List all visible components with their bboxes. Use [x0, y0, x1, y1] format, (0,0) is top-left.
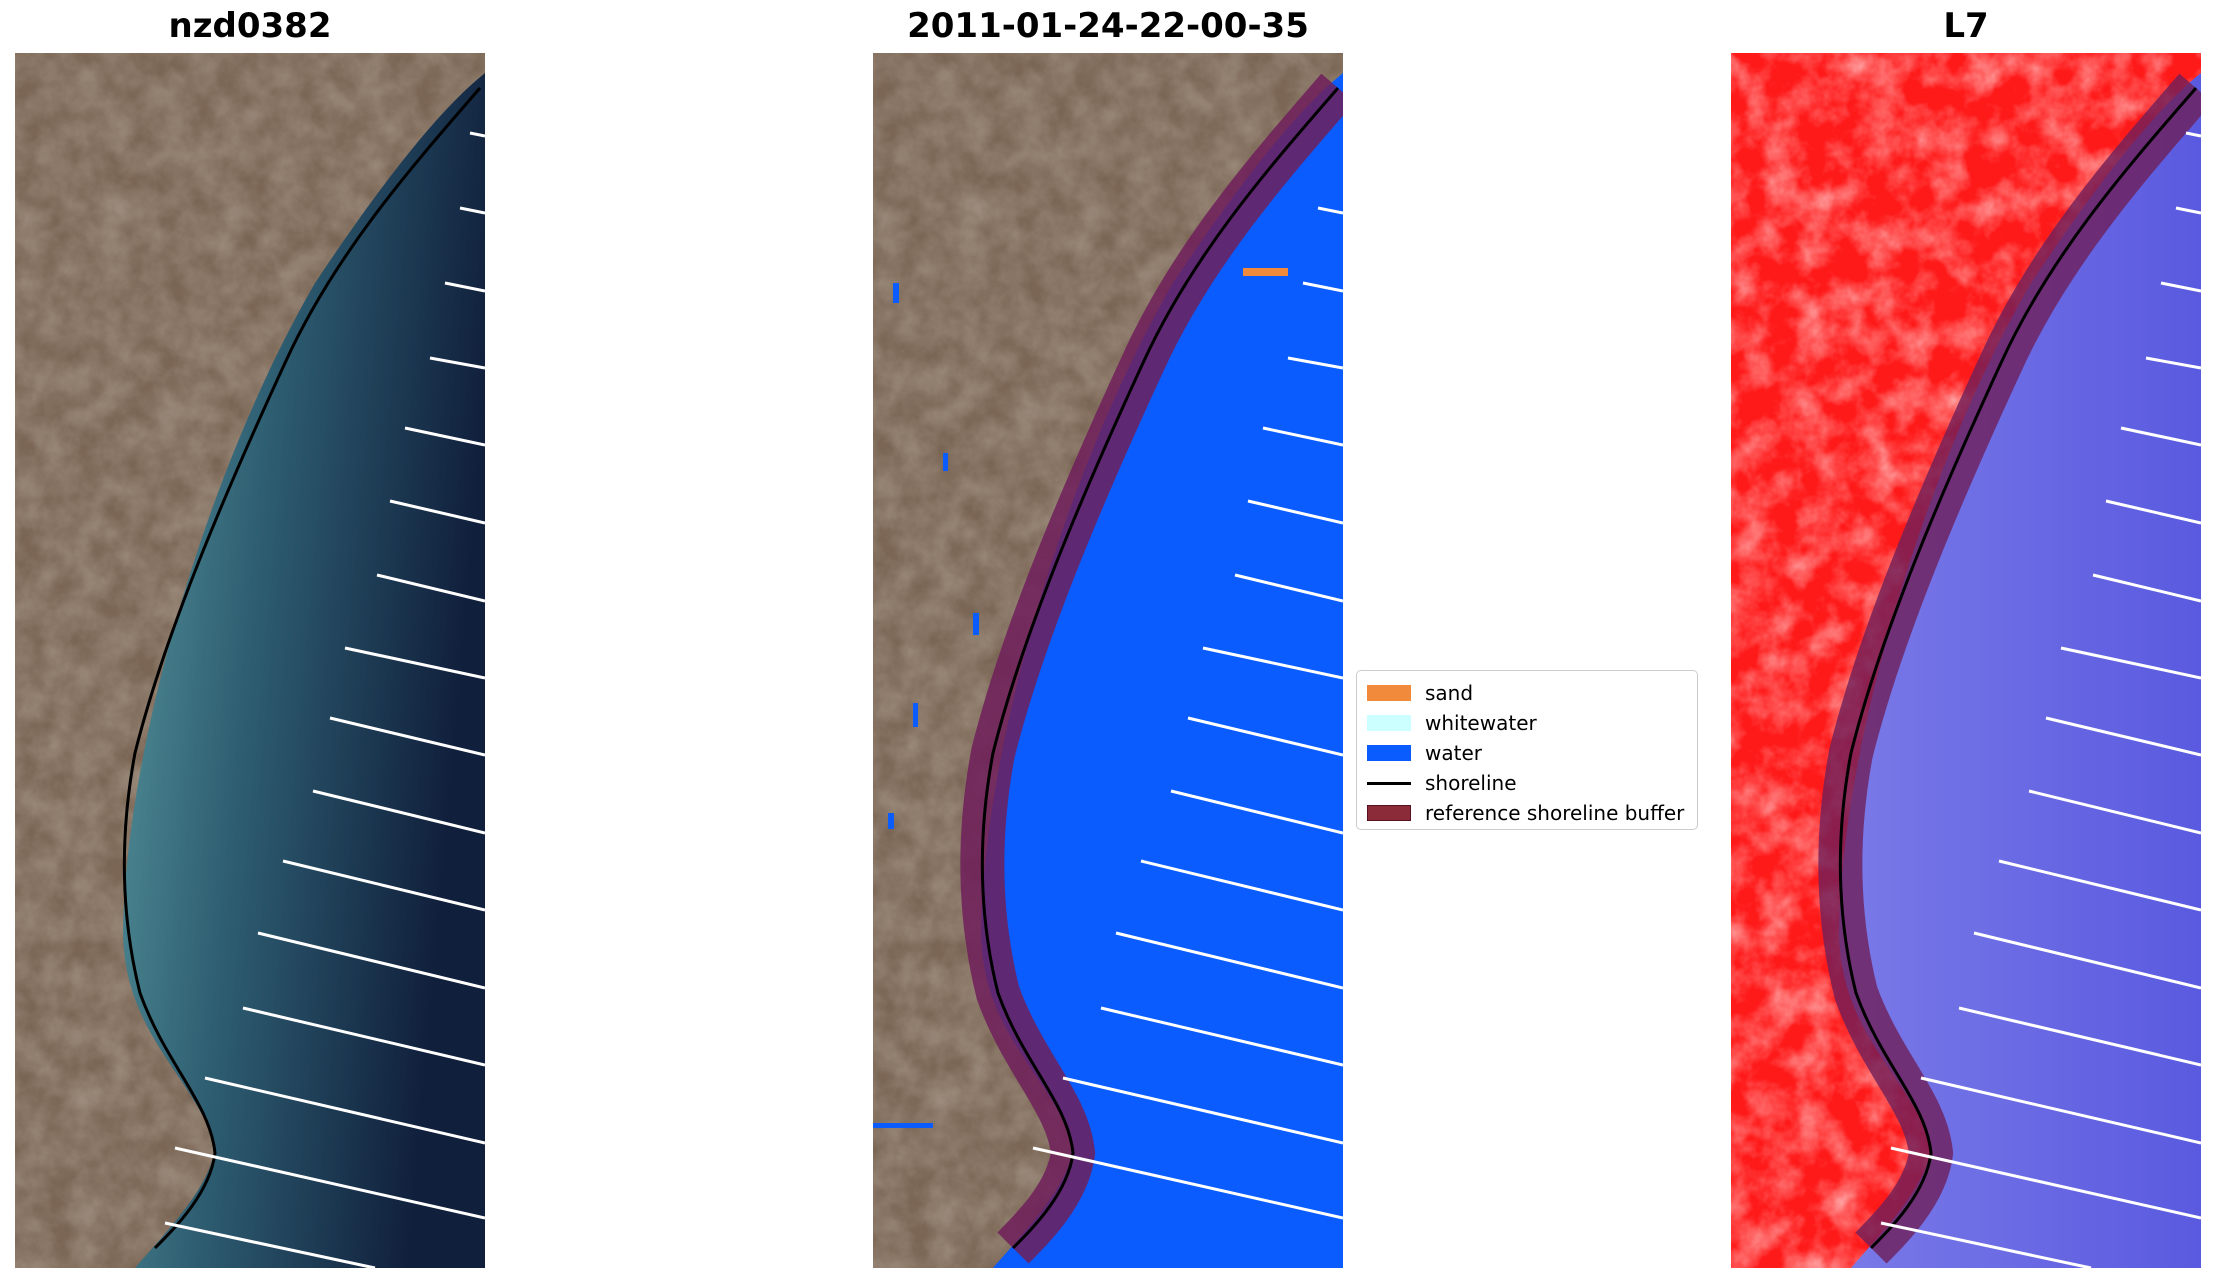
legend-label: water: [1425, 741, 1482, 765]
legend-label: reference shoreline buffer: [1425, 801, 1685, 825]
rgb-image-panel: [15, 53, 485, 1268]
panel-title-classified: 2011-01-24-22-00-35: [907, 6, 1309, 46]
legend: sand whitewater water shoreline referenc…: [1356, 670, 1698, 830]
legend-swatch-buffer: [1367, 805, 1411, 821]
panel-title-rgb: nzd0382: [168, 6, 332, 46]
sand-patch: [1243, 268, 1288, 276]
panel-title-false-color: L7: [1943, 6, 1989, 46]
legend-item-sand: sand: [1367, 678, 1687, 708]
legend-label: shoreline: [1425, 771, 1517, 795]
legend-item-whitewater: whitewater: [1367, 708, 1687, 738]
rgb-image: [15, 53, 485, 1268]
classified-image-panel: [873, 53, 1343, 1268]
legend-item-water: water: [1367, 738, 1687, 768]
legend-swatch-whitewater: [1367, 715, 1411, 731]
false-color-image-panel: [1731, 53, 2201, 1268]
transect-lines: [164, 131, 485, 1268]
legend-swatch-shoreline: [1367, 781, 1411, 785]
legend-item-shoreline: shoreline: [1367, 768, 1687, 798]
classified-image: [873, 53, 1343, 1268]
legend-item-buffer: reference shoreline buffer: [1367, 798, 1687, 828]
legend-swatch-water: [1367, 745, 1411, 761]
legend-label: sand: [1425, 681, 1474, 705]
legend-label: whitewater: [1425, 711, 1537, 735]
shoreline: [980, 87, 1340, 1250]
false-color-image: [1731, 53, 2201, 1268]
legend-swatch-sand: [1367, 685, 1411, 701]
